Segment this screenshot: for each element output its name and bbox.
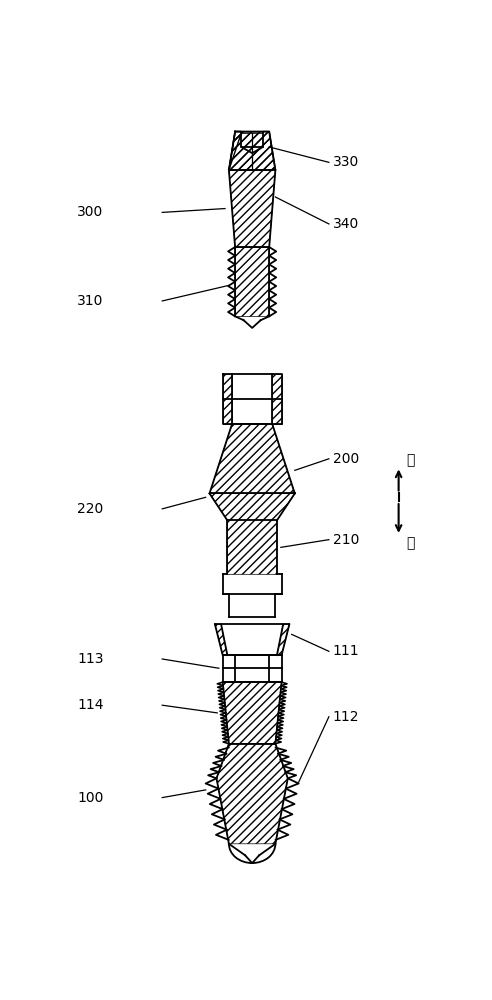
Text: 111: 111 bbox=[333, 644, 359, 658]
Text: 100: 100 bbox=[77, 791, 103, 805]
Text: 220: 220 bbox=[77, 502, 103, 516]
Text: 112: 112 bbox=[333, 710, 359, 724]
Text: 210: 210 bbox=[333, 533, 359, 547]
Text: 310: 310 bbox=[77, 294, 103, 308]
Text: 300: 300 bbox=[77, 205, 103, 219]
Text: 114: 114 bbox=[77, 698, 103, 712]
Text: 330: 330 bbox=[333, 155, 359, 169]
Text: 200: 200 bbox=[333, 452, 359, 466]
Text: 113: 113 bbox=[77, 652, 103, 666]
Text: 340: 340 bbox=[333, 217, 359, 231]
Text: 上: 上 bbox=[406, 453, 414, 467]
Text: 下: 下 bbox=[406, 536, 414, 550]
